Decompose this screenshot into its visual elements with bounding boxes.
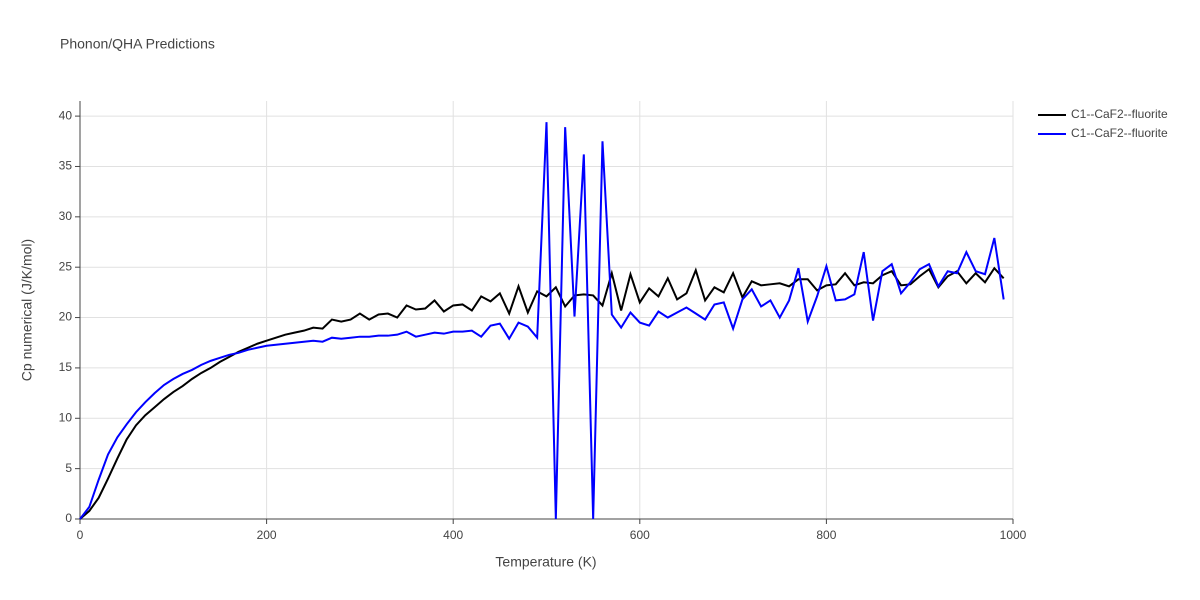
y-tick-label: 25 (59, 259, 73, 273)
x-tick-label: 1000 (1000, 528, 1027, 542)
y-tick-label: 40 (59, 108, 73, 122)
y-tick-label: 30 (59, 209, 73, 223)
x-tick-label: 800 (816, 528, 836, 542)
x-tick-label: 600 (630, 528, 650, 542)
x-tick-label: 200 (257, 528, 277, 542)
y-tick-label: 15 (59, 360, 73, 374)
data-line (79, 266, 1005, 520)
y-tick-label: 5 (65, 461, 72, 475)
y-tick-label: 20 (59, 310, 73, 324)
y-tick-label: 0 (65, 511, 72, 525)
y-axis-title: Cp numerical (J/K/mol) (19, 239, 35, 381)
y-tick-label: 10 (59, 410, 73, 424)
legend-label: C1--CaF2--fluorite (1071, 107, 1168, 121)
x-tick-label: 0 (77, 528, 84, 542)
x-tick-label: 400 (443, 528, 463, 542)
chart-title: Phonon/QHA Predictions (60, 36, 215, 52)
legend-label: C1--CaF2--fluorite (1071, 126, 1168, 140)
y-tick-label: 35 (59, 159, 73, 173)
data-line (79, 122, 1005, 520)
x-axis-title: Temperature (K) (495, 554, 596, 570)
